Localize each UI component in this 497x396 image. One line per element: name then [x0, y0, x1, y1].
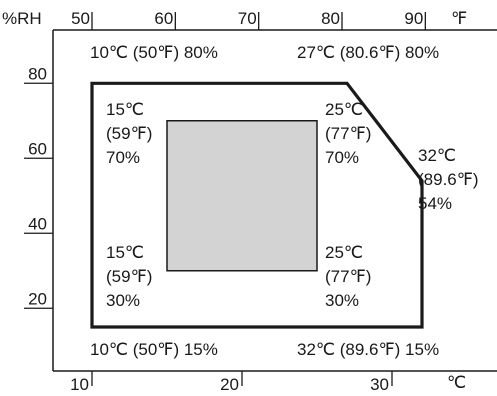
corner-label-bottom-right: 32℃ (89.6℉) 15% — [297, 340, 439, 359]
top-axis-ticks: 50 60 70 80 90 — [71, 9, 426, 30]
corner-label-line: 70% — [106, 148, 140, 167]
recommended-range-area — [166, 120, 318, 272]
top-tick-label: 90 — [404, 9, 423, 28]
left-tick-label: 80 — [28, 64, 47, 83]
corner-label-line: 25℃ — [325, 243, 363, 262]
corner-label-line: 32℃ — [418, 146, 456, 165]
left-tick-label: 20 — [28, 289, 47, 308]
bottom-axis-unit: ℃ — [447, 373, 466, 392]
bottom-tick-label: 20 — [220, 375, 239, 394]
top-tick-label: 50 — [71, 9, 90, 28]
corner-label-line: 15℃ — [106, 243, 144, 262]
corner-label-top-left: 10℃ (50℉) 80% — [90, 43, 218, 62]
top-tick-label: 80 — [321, 9, 340, 28]
corner-label-right: 32℃ (89.6℉) 54% — [418, 146, 479, 213]
top-tick-label: 70 — [238, 9, 257, 28]
corner-label-line: 10℃ (50℉) 15% — [90, 340, 218, 359]
operating-range-outline — [90, 81, 424, 329]
corner-label-line: 54% — [418, 194, 452, 213]
corner-label-upper-right: 25℃ (77℉) 70% — [325, 100, 371, 167]
top-axis-unit: ℉ — [451, 9, 467, 28]
corner-label-lower-left: 15℃ (59℉) 30% — [106, 243, 152, 310]
left-tick-label: 60 — [28, 139, 47, 158]
corner-labels: 10℃ (50℉) 80% 27℃ (80.6℉) 80% 32℃ (89.6℉) 54… — [90, 43, 479, 359]
corner-label-upper-left: 15℃ (59℉) 70% — [106, 100, 152, 167]
top-tick-label: 60 — [154, 9, 173, 28]
corner-label-line: 30% — [106, 291, 140, 310]
corner-label-line: (77℉) — [325, 267, 371, 286]
corner-label-lower-right: 25℃ (77℉) 30% — [325, 243, 371, 310]
y-axis-unit: %RH — [2, 9, 42, 28]
corner-label-line: 30% — [325, 291, 359, 310]
corner-label-line: (59℉) — [106, 267, 152, 286]
corner-label-line: 27℃ (80.6℉) 80% — [297, 43, 439, 62]
bottom-axis-ticks: 10 20 30 — [70, 371, 393, 394]
bottom-tick-label: 10 — [70, 375, 89, 394]
corner-label-line: (59℉) — [106, 124, 152, 143]
corner-label-line: (77℉) — [325, 124, 371, 143]
corner-label-top-right: 27℃ (80.6℉) 80% — [297, 43, 439, 62]
corner-label-bottom-left: 10℃ (50℉) 15% — [90, 340, 218, 359]
corner-label-line: (89.6℉) — [418, 170, 479, 189]
bottom-tick-label: 30 — [370, 375, 389, 394]
corner-label-line: 10℃ (50℉) 80% — [90, 43, 218, 62]
corner-label-line: 70% — [325, 148, 359, 167]
corner-label-line: 15℃ — [106, 100, 144, 119]
corner-label-line: 32℃ (89.6℉) 15% — [297, 340, 439, 359]
left-axis-ticks: 20 40 60 80 — [24, 64, 53, 309]
axes — [52, 29, 497, 372]
left-tick-label: 40 — [28, 214, 47, 233]
corner-label-line: 25℃ — [325, 100, 363, 119]
